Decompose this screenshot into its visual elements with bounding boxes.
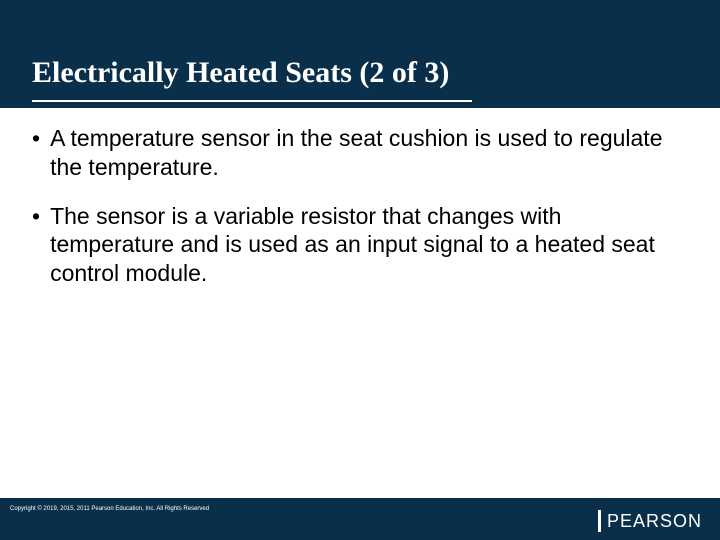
bullet-item: • The sensor is a variable resistor that… xyxy=(32,202,688,288)
pearson-logo: PEARSON xyxy=(598,510,702,532)
bullet-marker: • xyxy=(32,202,40,231)
slide-title: Electrically Heated Seats (2 of 3) xyxy=(32,56,449,90)
title-underline xyxy=(32,100,472,102)
bullet-marker: • xyxy=(32,124,40,153)
logo-text: PEARSON xyxy=(607,511,702,532)
content-area: • A temperature sensor in the seat cushi… xyxy=(32,124,688,308)
bullet-text: A temperature sensor in the seat cushion… xyxy=(50,124,688,182)
copyright-text: Copyright © 2019, 2015, 2011 Pearson Edu… xyxy=(10,506,209,512)
bullet-text: The sensor is a variable resistor that c… xyxy=(50,202,688,288)
bullet-item: • A temperature sensor in the seat cushi… xyxy=(32,124,688,182)
header-band xyxy=(0,0,720,108)
logo-bar-icon xyxy=(598,510,601,532)
